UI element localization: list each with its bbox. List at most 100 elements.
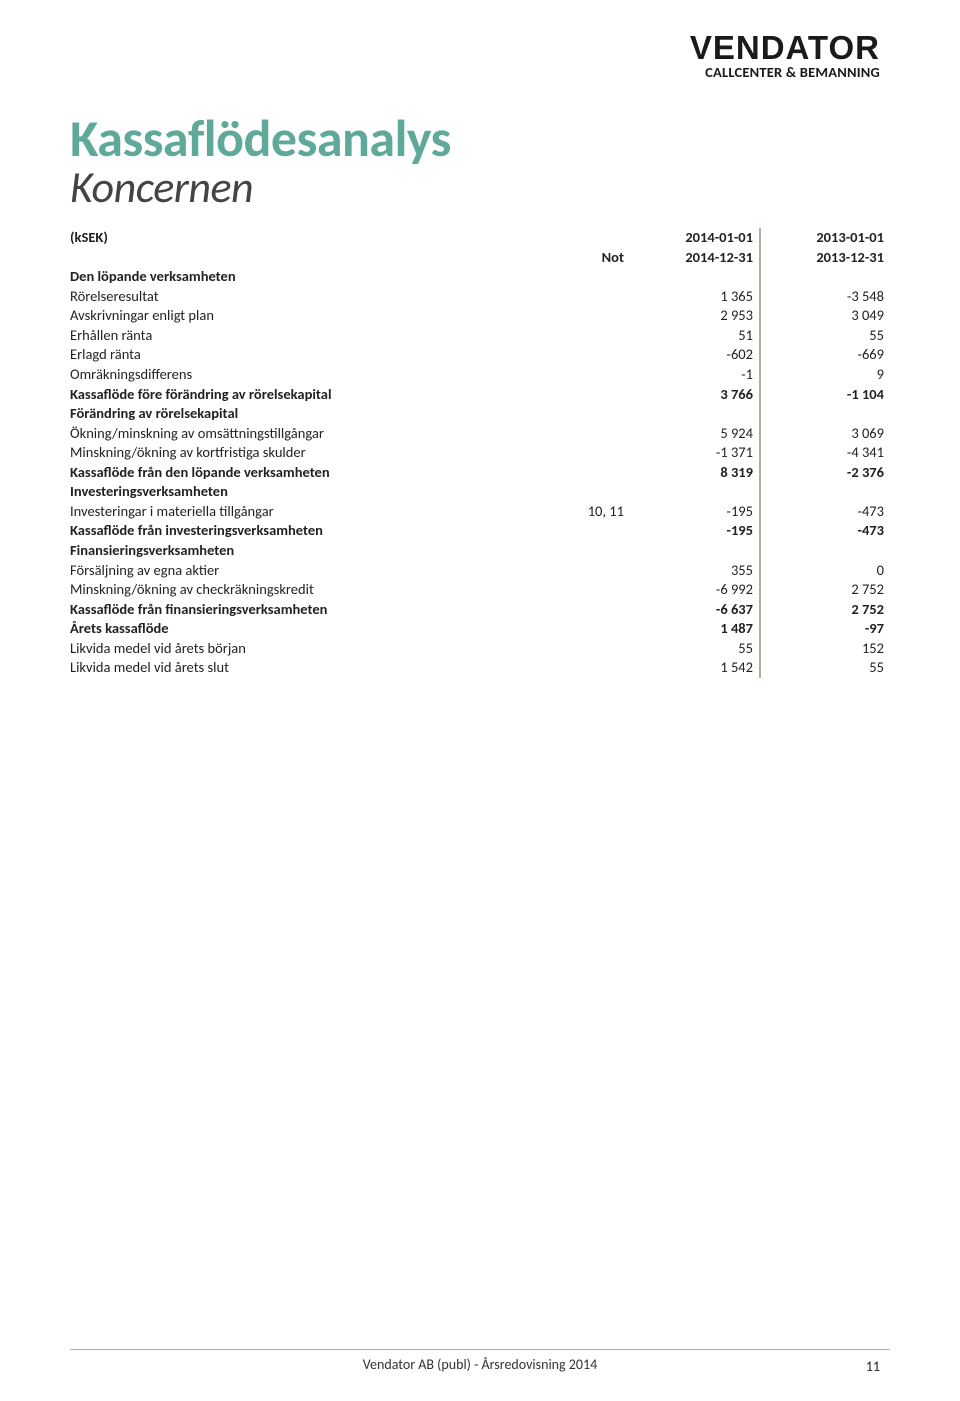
table-row: Minskning/ökning av checkräkningskredit -…	[70, 580, 890, 600]
header-y1-top: 2014-01-01	[630, 228, 760, 248]
row-label: Kassaflöde från finansieringsverksamhete…	[70, 600, 540, 620]
table-row: Minskning/ökning av kortfristiga skulder…	[70, 443, 890, 463]
footer-text: Vendator AB (publ) - Årsredovisning 2014	[363, 1356, 597, 1373]
header-y1-bot: 2014-12-31	[630, 248, 760, 268]
row-y1: -195	[630, 521, 760, 541]
row-label: Minskning/ökning av checkräkningskredit	[70, 580, 540, 600]
row-y1: -6 637	[630, 600, 760, 620]
row-y2: 3 069	[760, 424, 890, 444]
page-title: Kassaflödesanalys	[70, 112, 890, 164]
section-2: Förändring av rörelsekapital	[70, 404, 890, 424]
row-label: Minskning/ökning av kortfristiga skulder	[70, 443, 540, 463]
row-y1: -195	[630, 502, 760, 522]
header-blank	[70, 248, 540, 268]
row-not	[540, 521, 630, 541]
row-label: Kassaflöde från den löpande verksamheten	[70, 463, 540, 483]
row-y2: -473	[760, 502, 890, 522]
row-label: Försäljning av egna aktier	[70, 561, 540, 581]
table-row-bold: Kassaflöde från investeringsverksamheten…	[70, 521, 890, 541]
row-not	[540, 600, 630, 620]
table-row: Försäljning av egna aktier 3550	[70, 561, 890, 581]
row-not	[540, 385, 630, 405]
header-not: Not	[540, 248, 630, 268]
row-label: Erhållen ränta	[70, 326, 540, 346]
row-label: Ökning/minskning av omsättningstillgånga…	[70, 424, 540, 444]
logo-sub: CALLCENTER & BEMANNING	[690, 63, 880, 81]
row-not	[540, 345, 630, 365]
row-label: Kassaflöde från investeringsverksamheten	[70, 521, 540, 541]
row-y2: -3 548	[760, 287, 890, 307]
row-y1: 8 319	[630, 463, 760, 483]
table-row: Erhållen ränta 5155	[70, 326, 890, 346]
row-not	[540, 639, 630, 659]
row-y2: 3 049	[760, 306, 890, 326]
row-not	[540, 580, 630, 600]
row-y2: 2 752	[760, 580, 890, 600]
section-1-title: Den löpande verksamheten	[70, 267, 540, 287]
row-not	[540, 365, 630, 385]
row-not	[540, 287, 630, 307]
table-row: Likvida medel vid årets början55152	[70, 639, 890, 659]
cashflow-table: (kSEK) 2014-01-01 2013-01-01 Not 2014-12…	[70, 228, 890, 678]
row-y1: 1 365	[630, 287, 760, 307]
row-y1: 3 766	[630, 385, 760, 405]
row-label: Avskrivningar enligt plan	[70, 306, 540, 326]
row-not	[540, 658, 630, 678]
table-row: Omräkningsdifferens-19	[70, 365, 890, 385]
row-y2: -473	[760, 521, 890, 541]
row-y2: -4 341	[760, 443, 890, 463]
row-label: Likvida medel vid årets början	[70, 639, 540, 659]
row-not	[540, 424, 630, 444]
table-header-row-2: Not 2014-12-31 2013-12-31	[70, 248, 890, 268]
table-row-bold: Kassaflöde före förändring av rörelsekap…	[70, 385, 890, 405]
page-subtitle: Koncernen	[70, 160, 890, 214]
row-y1: 1 487	[630, 619, 760, 639]
row-label: Omräkningsdifferens	[70, 365, 540, 385]
section-4-title: Finansieringsverksamheten	[70, 541, 540, 561]
section-2-title: Förändring av rörelsekapital	[70, 404, 540, 424]
row-label: Rörelseresultat	[70, 287, 540, 307]
row-not	[540, 463, 630, 483]
row-y1: 51	[630, 326, 760, 346]
row-not: 10, 11	[540, 502, 630, 522]
row-y2: -1 104	[760, 385, 890, 405]
row-not	[540, 561, 630, 581]
header-y2-bot: 2013-12-31	[760, 248, 890, 268]
row-y1: 2 953	[630, 306, 760, 326]
section-totals: Årets kassaflöde1 487-97	[70, 619, 890, 639]
row-not	[540, 306, 630, 326]
row-not	[540, 443, 630, 463]
row-not	[540, 619, 630, 639]
table-row: Avskrivningar enligt plan 2 9533 049	[70, 306, 890, 326]
title-block: Kassaflödesanalys Koncernen	[70, 112, 890, 214]
row-y2: 2 752	[760, 600, 890, 620]
section-3-title: Investeringsverksamheten	[70, 482, 540, 502]
row-label: Likvida medel vid årets slut	[70, 658, 540, 678]
row-y1: 55	[630, 639, 760, 659]
row-label: Erlagd ränta	[70, 345, 540, 365]
footer-divider	[70, 1349, 890, 1350]
row-y2: 0	[760, 561, 890, 581]
table-row: Ökning/minskning av omsättningstillgånga…	[70, 424, 890, 444]
row-y2: 55	[760, 326, 890, 346]
row-y1: 1 542	[630, 658, 760, 678]
header-not-blank	[540, 228, 630, 248]
logo-main: VENDATOR	[690, 34, 880, 62]
section-3: Investeringsverksamheten	[70, 482, 890, 502]
row-y1: 5 924	[630, 424, 760, 444]
table-row: Investeringar i materiella tillgångar10,…	[70, 502, 890, 522]
row-y2: 55	[760, 658, 890, 678]
table-header-row: (kSEK) 2014-01-01 2013-01-01	[70, 228, 890, 248]
row-y2: -669	[760, 345, 890, 365]
section-4: Finansieringsverksamheten	[70, 541, 890, 561]
row-y1: -1	[630, 365, 760, 385]
row-y1: 355	[630, 561, 760, 581]
table-row: Likvida medel vid årets slut 1 54255	[70, 658, 890, 678]
row-label: Kassaflöde före förändring av rörelsekap…	[70, 385, 540, 405]
section-1: Den löpande verksamheten	[70, 267, 890, 287]
header-ksek: (kSEK)	[70, 228, 540, 248]
header-y2-top: 2013-01-01	[760, 228, 890, 248]
row-y1: -6 992	[630, 580, 760, 600]
row-label: Investeringar i materiella tillgångar	[70, 502, 540, 522]
row-y2: -97	[760, 619, 890, 639]
